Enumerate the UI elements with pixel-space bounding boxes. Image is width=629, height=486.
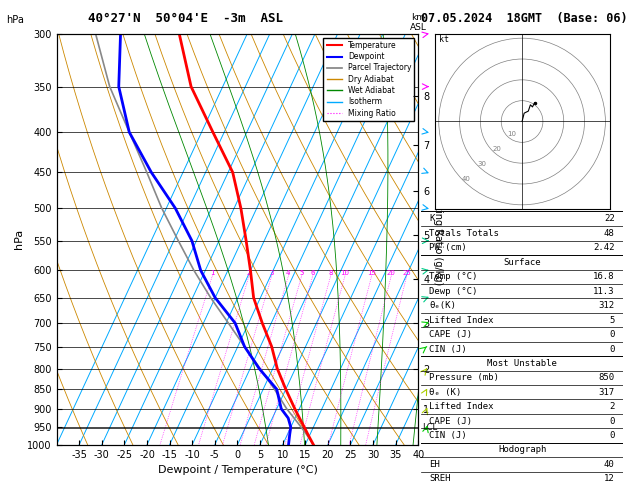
Text: 0: 0 [610,345,615,353]
Text: K: K [430,214,435,223]
Text: 6: 6 [311,270,315,276]
Text: CAPE (J): CAPE (J) [430,330,472,339]
Text: 0: 0 [610,431,615,440]
Text: 10: 10 [340,270,349,276]
Text: 8: 8 [328,270,333,276]
Text: Most Unstable: Most Unstable [487,359,557,368]
X-axis label: Dewpoint / Temperature (°C): Dewpoint / Temperature (°C) [157,465,318,475]
Text: 48: 48 [604,229,615,238]
Text: 1: 1 [210,270,214,276]
Text: 0: 0 [610,417,615,426]
Text: Lifted Index: Lifted Index [430,402,494,411]
Text: 4: 4 [286,270,291,276]
Text: hPa: hPa [6,15,24,25]
Text: 10: 10 [507,132,516,138]
Text: 20: 20 [387,270,396,276]
Text: Totals Totals: Totals Totals [430,229,499,238]
Text: 11.3: 11.3 [593,287,615,296]
Text: kt: kt [439,35,448,44]
Text: Hodograph: Hodograph [498,446,546,454]
Text: 317: 317 [599,388,615,397]
Text: CAPE (J): CAPE (J) [430,417,472,426]
Text: 20: 20 [492,146,501,153]
Y-axis label: Mixing Ratio (g/kg): Mixing Ratio (g/kg) [433,193,443,285]
Text: Surface: Surface [503,258,541,267]
Text: 30: 30 [477,161,486,168]
Text: θₑ(K): θₑ(K) [430,301,457,310]
Text: 40: 40 [462,176,471,182]
Text: 40: 40 [604,460,615,469]
Text: 15: 15 [367,270,376,276]
Text: 12: 12 [604,474,615,483]
Text: CIN (J): CIN (J) [430,431,467,440]
Text: 5: 5 [299,270,304,276]
Text: 2: 2 [247,270,251,276]
Y-axis label: hPa: hPa [14,229,25,249]
Text: Lifted Index: Lifted Index [430,315,494,325]
Text: Pressure (mb): Pressure (mb) [430,373,499,382]
Text: 850: 850 [599,373,615,382]
Text: 25: 25 [403,270,411,276]
Legend: Temperature, Dewpoint, Parcel Trajectory, Dry Adiabat, Wet Adiabat, Isotherm, Mi: Temperature, Dewpoint, Parcel Trajectory… [323,38,415,121]
Text: 07.05.2024  18GMT  (Base: 06): 07.05.2024 18GMT (Base: 06) [421,12,628,25]
Text: LCL: LCL [422,423,437,433]
Text: PW (cm): PW (cm) [430,243,467,252]
Text: SREH: SREH [430,474,451,483]
Text: 16.8: 16.8 [593,272,615,281]
Text: θₑ (K): θₑ (K) [430,388,462,397]
Text: 5: 5 [610,315,615,325]
Text: 3: 3 [269,270,274,276]
Text: 312: 312 [599,301,615,310]
Text: Dewp (°C): Dewp (°C) [430,287,478,296]
Text: km
ASL: km ASL [410,13,426,32]
Text: 2.42: 2.42 [593,243,615,252]
Text: 22: 22 [604,214,615,223]
Text: EH: EH [430,460,440,469]
Text: 0: 0 [610,330,615,339]
Text: CIN (J): CIN (J) [430,345,467,353]
Text: Temp (°C): Temp (°C) [430,272,478,281]
Text: 40°27'N  50°04'E  -3m  ASL: 40°27'N 50°04'E -3m ASL [88,12,283,25]
Text: 2: 2 [610,402,615,411]
